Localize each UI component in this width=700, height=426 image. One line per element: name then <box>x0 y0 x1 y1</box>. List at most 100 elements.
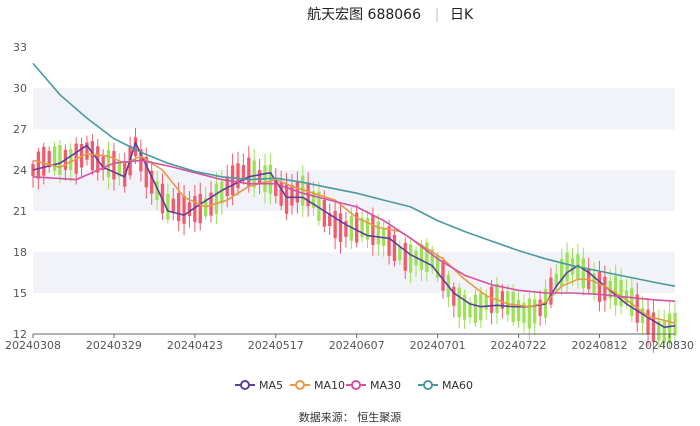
candle-body <box>284 183 289 214</box>
candle-body <box>117 161 121 177</box>
candle-body <box>279 181 283 206</box>
candlestick <box>376 214 380 257</box>
candle-body <box>360 217 364 238</box>
candlestick <box>214 172 219 224</box>
candle-body <box>150 170 154 194</box>
candle-body <box>58 145 62 175</box>
candlestick <box>522 294 526 333</box>
legend-marker <box>240 380 250 390</box>
candle-body <box>220 181 224 204</box>
candle-body <box>52 146 57 171</box>
candle-body <box>144 157 148 188</box>
candlestick <box>317 181 321 226</box>
candlestick <box>247 146 251 193</box>
series-line-ma60 <box>32 62 676 287</box>
candle-body <box>603 276 607 301</box>
x-tick-label: 20240308 <box>5 339 61 352</box>
candlestick <box>117 152 121 186</box>
candle-body <box>166 193 170 220</box>
candle-body <box>581 258 585 289</box>
candle-body <box>42 146 46 176</box>
candle-body <box>193 196 197 223</box>
candlestick <box>473 288 478 327</box>
y-tick-label: 15 <box>13 287 27 300</box>
candle-body <box>441 260 445 291</box>
candle-body <box>468 302 472 318</box>
candlestick <box>85 135 89 166</box>
candle-body <box>225 176 229 196</box>
candlestick <box>495 276 499 325</box>
candle-body <box>230 165 235 196</box>
y-tick-label: 33 <box>13 41 27 54</box>
legend-item: MA60 <box>418 379 473 392</box>
candle-body <box>123 161 127 187</box>
candle-body <box>252 160 256 188</box>
candle-body <box>408 244 413 273</box>
candle-body <box>338 213 343 242</box>
candle-body <box>317 191 321 221</box>
candle-body <box>533 299 537 324</box>
candle-body <box>640 307 645 324</box>
x-tick-label: 20240701 <box>410 339 466 352</box>
y-tick-label: 18 <box>13 246 27 259</box>
candle-body <box>106 149 111 178</box>
candle-body <box>619 279 623 307</box>
candle-body <box>565 252 569 282</box>
candlestick <box>47 146 51 173</box>
candle-body <box>268 164 273 194</box>
candlestick <box>613 264 618 316</box>
candlestick <box>301 165 305 218</box>
legend-label: MA10 <box>314 379 345 392</box>
y-tick-label: 30 <box>13 82 27 95</box>
candle-body <box>198 193 202 224</box>
candle-body <box>236 163 240 189</box>
legend-label: MA5 <box>259 379 283 392</box>
candle-body <box>500 291 505 309</box>
candle-body <box>419 244 424 270</box>
legend-marker <box>351 380 361 390</box>
candle-body <box>295 181 300 203</box>
candlestick <box>462 289 467 330</box>
candlestick <box>101 149 105 181</box>
candlestick <box>392 228 397 267</box>
candlestick <box>441 257 445 299</box>
candle-body <box>560 259 564 287</box>
candlestick <box>457 283 461 329</box>
x-tick-label: 20240517 <box>248 339 304 352</box>
legend-item: MA5 <box>235 379 283 392</box>
candlestick <box>257 158 262 195</box>
candle-body <box>673 312 677 336</box>
candlestick <box>640 296 645 335</box>
candlestick <box>489 280 494 325</box>
candlestick <box>452 282 456 318</box>
candlestick <box>355 204 359 248</box>
candlestick <box>295 171 300 214</box>
candlestick <box>560 249 564 296</box>
candle-body <box>597 271 602 302</box>
data-source: 数据来源： 恒生聚源 <box>299 410 402 424</box>
candle-body <box>155 181 159 200</box>
candle-body <box>376 221 380 245</box>
candlestick <box>646 297 650 347</box>
candlestick <box>597 260 602 312</box>
candlestick <box>236 151 240 196</box>
candlestick <box>252 148 256 198</box>
candle-body <box>311 191 316 209</box>
candle-body <box>489 286 494 313</box>
legend: MA5 MA10 MA30 MA60 <box>235 379 473 392</box>
candlestick <box>182 184 186 236</box>
candle-body <box>36 151 41 179</box>
legend-marker <box>423 380 433 390</box>
candlestick <box>187 191 192 228</box>
grid-band <box>33 170 675 211</box>
y-tick-label: 24 <box>13 164 27 177</box>
candle-body <box>322 199 326 227</box>
series-line-ma5 <box>32 141 676 328</box>
legend-marker <box>295 380 305 390</box>
candle-body <box>549 277 553 305</box>
candle-body <box>662 321 666 344</box>
candle-body <box>182 195 186 224</box>
candle-body <box>355 212 359 243</box>
